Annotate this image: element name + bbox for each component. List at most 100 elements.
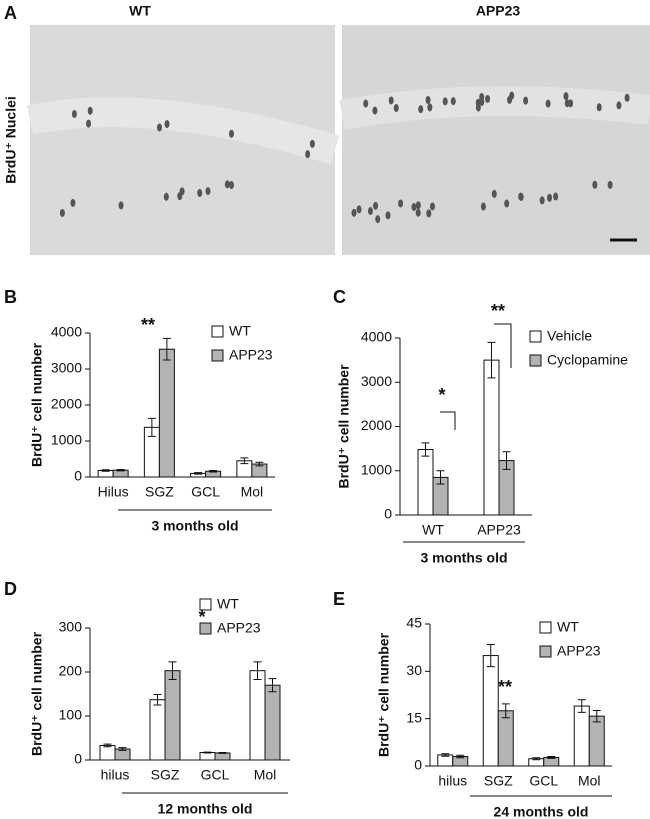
x-tick-label: hilus: [438, 773, 467, 789]
bar: [483, 359, 500, 516]
error-bar: [162, 337, 171, 361]
nucleus: [356, 205, 362, 214]
bar: [482, 655, 499, 767]
y-tick-label: 3000: [361, 373, 392, 389]
nucleus: [442, 97, 448, 106]
y-tick-label: 0: [414, 757, 422, 773]
legend-label: APP23: [557, 643, 601, 659]
bar: [573, 705, 590, 767]
bar: [588, 715, 605, 767]
nucleus: [504, 199, 510, 208]
panel-label: D: [4, 579, 17, 599]
error-bar: [487, 341, 496, 379]
nucleus: [86, 119, 92, 128]
error-bar: [547, 756, 556, 759]
significance: **: [141, 315, 155, 335]
panel-label: C: [333, 287, 346, 307]
x-tick-label: GCL: [201, 767, 230, 783]
legend-swatch: [199, 622, 212, 635]
error-bar: [209, 470, 218, 473]
legend-label: Cyclopamine: [547, 352, 628, 368]
nucleus: [388, 96, 394, 105]
error-bar: [532, 757, 541, 761]
nucleus: [309, 139, 315, 148]
nucleus: [164, 120, 170, 129]
x-axis-label: 3 months old: [151, 518, 238, 534]
y-tick-label: 15: [406, 709, 422, 725]
nucleus: [564, 99, 570, 108]
bar: [149, 699, 166, 761]
legend-swatch: [211, 325, 224, 338]
tissue-layer: [339, 86, 650, 130]
nucleus: [179, 187, 185, 196]
error-bar: [147, 417, 156, 437]
y-tick-label: 2000: [361, 417, 392, 433]
image-ylabel: BrdU⁺ Nuclei: [3, 96, 19, 184]
y-tick-label: 0: [384, 506, 392, 522]
x-tick-label: SGZ: [151, 767, 180, 783]
nucleus: [624, 93, 630, 102]
significance: *: [438, 385, 445, 405]
error-bar: [501, 703, 510, 719]
legend-swatch: [529, 330, 542, 343]
nucleus: [553, 192, 559, 201]
x-tick-label: GCL: [191, 484, 220, 500]
nucleus: [70, 198, 76, 207]
nucleus: [228, 129, 234, 138]
nucleus: [118, 201, 124, 210]
y-tick-label: 3000: [51, 360, 82, 376]
x-tick-label: Mol: [241, 484, 264, 500]
x-tick-label: Mol: [578, 773, 601, 789]
image-title: APP23: [476, 3, 521, 19]
nucleus: [596, 103, 602, 112]
nucleus: [607, 180, 613, 189]
y-tick-label: 2000: [51, 396, 82, 412]
nucleus: [59, 208, 65, 217]
bar: [164, 670, 181, 761]
nucleus: [375, 215, 381, 224]
nucleus: [480, 202, 486, 211]
nucleus: [485, 94, 491, 103]
error-bar: [502, 451, 511, 470]
nucleus: [205, 187, 211, 196]
nucleus: [197, 189, 203, 198]
y-axis-label: BrdU⁺ cell number: [29, 631, 45, 756]
x-tick-label: WT: [422, 522, 444, 538]
nucleus: [71, 110, 77, 119]
error-bar: [116, 468, 125, 472]
nucleus: [427, 103, 433, 112]
error-bar: [268, 678, 277, 693]
y-axis-label: BrdU⁺ cell number: [336, 364, 352, 489]
nucleus: [224, 180, 230, 189]
legend-label: Vehicle: [547, 328, 592, 344]
y-axis-label: BrdU⁺ cell number: [376, 632, 392, 757]
y-tick-label: 300: [59, 619, 83, 635]
x-tick-label: Hilus: [98, 484, 129, 500]
x-axis-label: 12 months old: [158, 801, 253, 817]
x-tick-label: APP23: [477, 522, 521, 538]
nucleus: [367, 207, 373, 216]
legend-label: APP23: [229, 347, 273, 363]
nucleus: [87, 106, 93, 115]
nucleus: [491, 189, 497, 198]
nucleus: [415, 208, 421, 217]
nucleus: [475, 103, 481, 112]
bar: [199, 752, 216, 761]
error-bar: [203, 751, 212, 754]
x-tick-label: SGZ: [145, 484, 174, 500]
nucleus: [373, 201, 379, 210]
error-bar: [255, 461, 264, 467]
error-bar: [577, 699, 586, 713]
x-tick-label: Mol: [254, 767, 277, 783]
error-bar: [118, 747, 127, 751]
nucleus: [372, 106, 378, 115]
x-axis-label: 3 months old: [420, 550, 507, 566]
bar: [158, 348, 175, 478]
legend-label: APP23: [217, 620, 261, 636]
nucleus: [418, 105, 424, 114]
nucleus: [430, 202, 436, 211]
significance: **: [491, 301, 505, 321]
nucleus: [393, 104, 399, 113]
y-tick-label: 1000: [51, 432, 82, 448]
